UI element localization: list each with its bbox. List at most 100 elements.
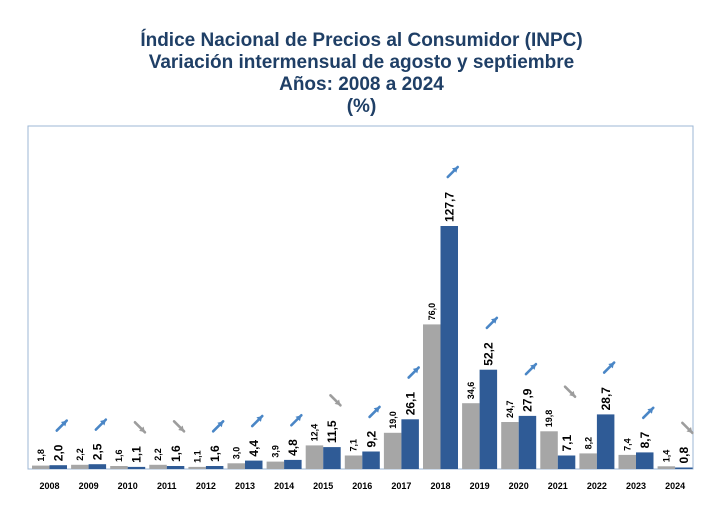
data-label-agosto-2016: 7,1 (349, 439, 359, 452)
x-tick-2022: 2022 (587, 481, 607, 491)
data-label-agosto-2013: 3,0 (231, 447, 241, 460)
bar-agosto-2019 (462, 403, 480, 469)
x-tick-2010: 2010 (118, 481, 138, 491)
data-label-agosto-2012: 1,1 (192, 450, 202, 463)
x-tick-2014: 2014 (274, 481, 294, 491)
bar-agosto-2017 (383, 432, 402, 469)
bar-septiembre-2011 (166, 466, 185, 469)
bar-agosto-2011 (149, 464, 167, 469)
trend-arrow-down-2024 (681, 421, 694, 435)
data-label-septiembre-2023: 8,7 (638, 431, 652, 448)
trend-arrow-up-2012 (211, 420, 225, 433)
data-label-septiembre-2008: 2,0 (52, 444, 66, 461)
x-tick-2017: 2017 (391, 481, 411, 491)
data-label-septiembre-2011: 1,6 (169, 445, 183, 462)
data-label-septiembre-2016: 9,2 (364, 430, 378, 447)
data-label-agosto-2014: 3,9 (271, 445, 281, 458)
bar-septiembre-2018 (440, 226, 458, 469)
trend-arrow-up-2008 (55, 419, 69, 432)
data-label-agosto-2020: 24,7 (505, 400, 515, 418)
bar-septiembre-2021 (557, 455, 576, 469)
data-label-septiembre-2024: 0,8 (677, 446, 691, 463)
x-tick-2008: 2008 (39, 481, 59, 491)
x-tick-2023: 2023 (626, 481, 646, 491)
data-label-agosto-2015: 12,4 (310, 424, 320, 442)
trend-arrow-down-2015 (329, 394, 342, 407)
bar-septiembre-2012 (205, 466, 224, 469)
x-tick-2013: 2013 (235, 481, 255, 491)
bar-septiembre-2008 (49, 465, 67, 469)
trend-arrow-down-2011 (172, 420, 186, 433)
data-label-septiembre-2020: 27,9 (521, 388, 535, 412)
trend-arrow-up-2023 (641, 406, 655, 420)
data-label-septiembre-2012: 1,6 (208, 445, 222, 462)
bar-agosto-2023 (618, 454, 636, 469)
x-tick-2009: 2009 (79, 481, 99, 491)
bar-agosto-2010 (110, 466, 128, 469)
x-tick-2019: 2019 (470, 481, 490, 491)
bar-septiembre-2015 (323, 447, 341, 469)
bar-agosto-2008 (32, 465, 50, 469)
data-label-septiembre-2010: 1,1 (130, 446, 144, 463)
bar-agosto-2015 (305, 445, 324, 469)
data-label-septiembre-2018: 127,7 (442, 192, 456, 222)
trend-arrow-up-2020 (524, 362, 538, 376)
bar-agosto-2022 (579, 453, 597, 469)
data-label-agosto-2010: 1,6 (114, 449, 124, 462)
chart-title: Índice Nacional de Precios al Consumidor… (140, 30, 583, 51)
bar-agosto-2009 (71, 464, 89, 469)
trend-arrows-layer (55, 165, 694, 435)
trend-arrow-up-2022 (602, 361, 616, 374)
chart-unit: (%) (346, 96, 377, 117)
data-label-septiembre-2013: 4,4 (247, 440, 261, 457)
plot-frame (27, 125, 694, 470)
bar-septiembre-2010 (127, 466, 146, 469)
bar-septiembre-2019 (479, 369, 498, 469)
bar-agosto-2024 (657, 466, 676, 469)
data-label-agosto-2011: 2,2 (153, 448, 163, 461)
data-label-agosto-2019: 34,6 (466, 382, 476, 400)
data-label-septiembre-2019: 52,2 (482, 342, 496, 366)
data-label-agosto-2008: 1,8 (36, 449, 46, 462)
data-label-septiembre-2014: 4,8 (286, 439, 300, 456)
data-label-septiembre-2021: 7,1 (560, 434, 574, 451)
bar-agosto-2014 (266, 461, 285, 469)
data-label-septiembre-2022: 28,7 (599, 387, 613, 411)
bar-agosto-2021 (540, 431, 558, 469)
data-label-septiembre-2017: 26,1 (403, 392, 417, 416)
bar-septiembre-2024 (675, 467, 693, 469)
x-axis-ticks: 2008 2009 2010 2011 2012 2013 2014 2015 2016 2017… (39, 481, 685, 491)
chart-title-block: Índice Nacional de Precios al Consumidor… (0, 30, 723, 118)
bar-septiembre-2023 (636, 452, 654, 469)
data-label-septiembre-2015: 11,5 (325, 420, 339, 443)
x-tick-2016: 2016 (352, 481, 372, 491)
bar-septiembre-2009 (88, 464, 107, 469)
x-tick-2020: 2020 (509, 481, 529, 491)
x-tick-2015: 2015 (313, 481, 333, 491)
x-tick-2018: 2018 (430, 481, 450, 491)
bar-agosto-2018 (423, 324, 441, 469)
trend-arrow-up-2017 (407, 366, 420, 379)
x-tick-2024: 2024 (665, 481, 685, 491)
x-tick-2011: 2011 (157, 481, 177, 491)
bar-agosto-2016 (344, 455, 363, 469)
trend-arrow-up-2019 (485, 316, 499, 330)
bars-layer (32, 226, 693, 469)
x-tick-2021: 2021 (548, 481, 568, 491)
trend-arrow-up-2018 (446, 165, 460, 179)
trend-arrow-up-2009 (94, 418, 108, 431)
trend-arrow-up-2016 (368, 405, 381, 419)
bar-agosto-2012 (188, 466, 206, 469)
data-label-agosto-2022: 8,2 (583, 437, 593, 450)
bar-septiembre-2020 (518, 415, 537, 469)
bar-septiembre-2017 (401, 419, 419, 469)
bar-agosto-2020 (501, 422, 519, 469)
bar-septiembre-2013 (245, 460, 263, 469)
bar-labels-layer: 1,8 2,0 2,2 2,5 1,6 1,1 2,2 1,6 1,1 1,6 3,0 4,4 3,9 4… (36, 192, 691, 464)
data-label-agosto-2009: 2,2 (75, 448, 85, 461)
data-label-agosto-2023: 7,4 (622, 438, 632, 451)
bar-septiembre-2022 (596, 414, 615, 469)
trend-arrow-up-2013 (250, 414, 264, 428)
trend-arrow-up-2014 (290, 413, 303, 427)
